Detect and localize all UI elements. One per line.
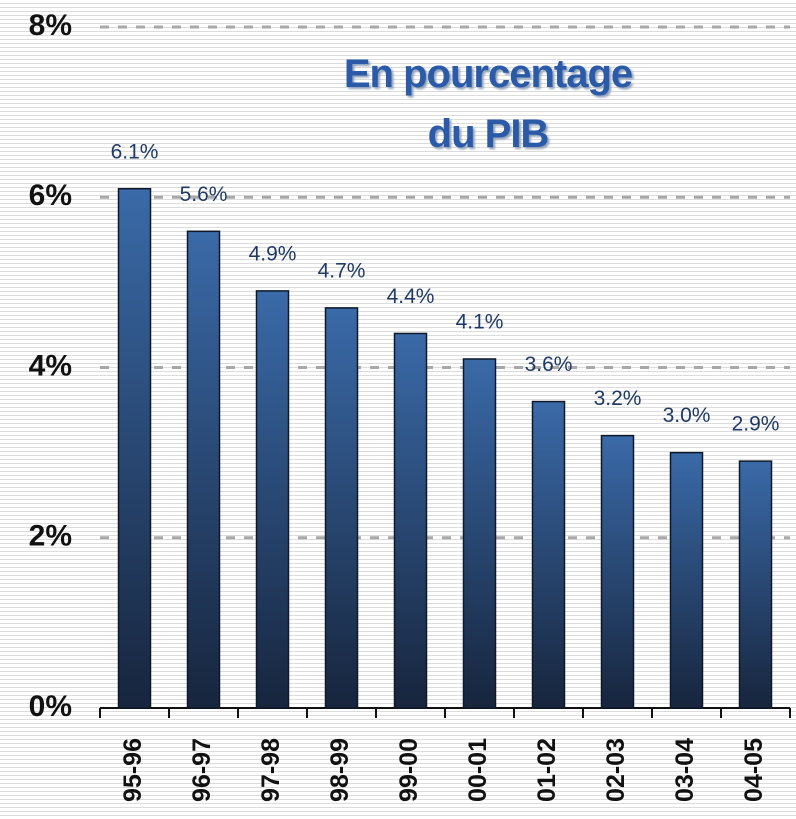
value-label: 6.1% (111, 140, 159, 163)
bar (738, 460, 773, 709)
chart-title: En pourcentage du PIB (343, 52, 633, 156)
bar (600, 434, 635, 709)
value-label: 4.7% (318, 259, 366, 282)
x-tick-label: 98-99 (326, 738, 354, 802)
x-tick-label: 00-01 (464, 738, 492, 802)
value-label: 5.6% (180, 183, 228, 206)
bar (462, 358, 497, 709)
y-tick-label: 8% (29, 9, 72, 42)
y-tick-label: 0% (29, 690, 72, 723)
x-tick-label: 01-02 (533, 738, 561, 802)
x-tick-label: 95-96 (119, 738, 147, 802)
x-tick-label: 02-03 (602, 738, 630, 802)
x-tick-label: 96-97 (188, 738, 216, 802)
y-tick-label: 4% (29, 349, 72, 382)
x-tick-label: 97-98 (257, 738, 285, 802)
value-label: 4.9% (249, 242, 297, 265)
value-label: 3.0% (663, 404, 711, 427)
value-label: 3.2% (594, 387, 642, 410)
value-label: 4.1% (456, 311, 504, 334)
bar (531, 400, 566, 709)
value-label: 2.9% (732, 413, 780, 436)
bar (669, 451, 704, 709)
value-label: 3.6% (525, 353, 573, 376)
x-tick-label: 04-05 (740, 738, 768, 802)
x-tick-label: 99-00 (395, 738, 423, 802)
value-label: 4.4% (387, 285, 435, 308)
y-tick-label: 2% (29, 520, 72, 553)
y-tick-label: 6% (29, 179, 72, 212)
bar (117, 187, 152, 709)
bar (324, 307, 359, 709)
bar (393, 332, 428, 709)
bar (186, 230, 221, 709)
x-tick-label: 03-04 (671, 738, 699, 802)
bar (255, 290, 290, 709)
